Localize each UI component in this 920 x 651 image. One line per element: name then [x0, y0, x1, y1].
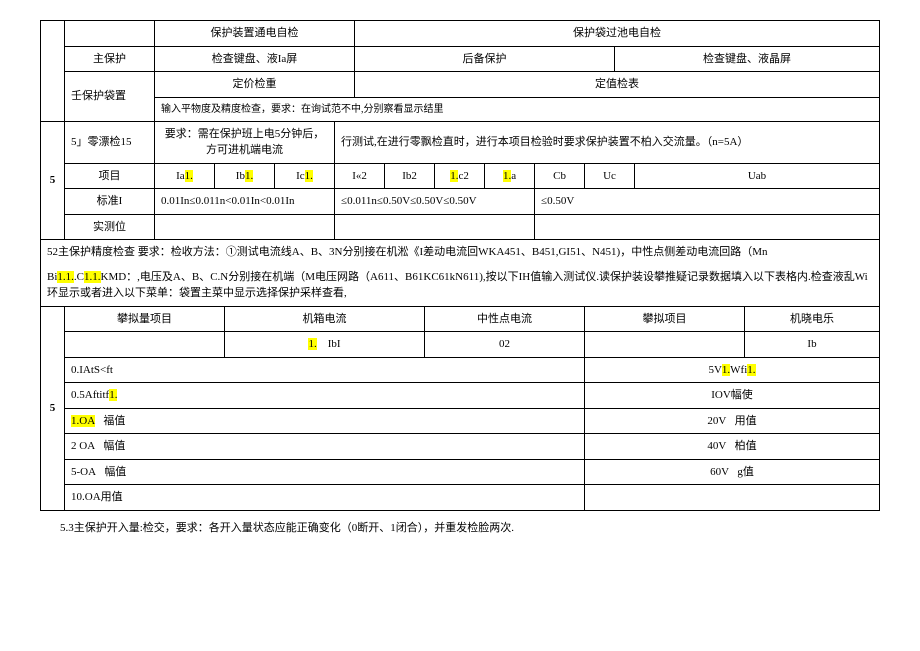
cell: 主保护: [65, 46, 155, 72]
table-row: 5 攀拟量项目 机箱电流 中性点电流 攀拟项目 机晓电乐: [41, 306, 880, 332]
cell: 40V 柏值: [585, 434, 880, 460]
cell: 行测试,在进行零飘检直时，进行本项目检验时要求保护装置不柏入交流量。（n=5A）: [335, 121, 880, 163]
table-row: 52主保护精度检查 要求：检收方法：①测试电流线A、B、3N分别接在机淞《I差动…: [41, 240, 880, 265]
cell: 保护袋过池电自检: [355, 21, 880, 47]
footer-text: 5.3主保护开入量:检交，要求：各开入量状态应能正确变化（0断开、1闭合），并重…: [40, 519, 880, 535]
table-row: 0.5Aftitf1. IOV幅使: [41, 383, 880, 409]
table-row: 标准I 0.01In≤0.011n<0.01In<0.01In ≤0.011n≤…: [41, 189, 880, 215]
table-row: 输入平物度及精度检查，要求：在询试范不中,分别察看显示结里: [41, 97, 880, 121]
cell: 60V g值: [585, 459, 880, 485]
cell: 后备保护: [355, 46, 615, 72]
cell: 2 OA 幅值: [65, 434, 585, 460]
cell: 5」零漂检15: [65, 121, 155, 163]
table-1: 保护装置通电自检 保护袋过池电自检 主保护 检查键盘、液Ia屏 后备保护 检查键…: [40, 20, 880, 122]
cell: 机箱电流: [225, 306, 425, 332]
cell: Ia1.: [155, 163, 215, 189]
cell: 5V1.Wfi1.: [585, 357, 880, 383]
cell: 5-OA 幅值: [65, 459, 585, 485]
cell: 检查键盘、液晶屏: [615, 46, 880, 72]
table-row: 2 OA 幅值 40V 柏值: [41, 434, 880, 460]
table-row: 5 5」零漂检15 要求：需在保护班上电5分钟后，方可进机端电流 行测试,在进行…: [41, 121, 880, 163]
table-row: 0.IAtS<ft 5V1.Wfi1.: [41, 357, 880, 383]
cell: Ic1.: [275, 163, 335, 189]
table-2: 5 5」零漂检15 要求：需在保护班上电5分钟后，方可进机端电流 行测试,在进行…: [40, 121, 880, 241]
cell: Ib1.: [215, 163, 275, 189]
table-row: 项目 Ia1. Ib1. Ic1. I«2 Ib2 1.c2 1.a Cb Uc…: [41, 163, 880, 189]
cell: 项目: [65, 163, 155, 189]
cell: 攀拟量项目: [65, 306, 225, 332]
note-line: 52主保护精度检查 要求：检收方法：①测试电流线A、B、3N分别接在机淞《I差动…: [47, 246, 768, 258]
cell: Uab: [635, 163, 880, 189]
table-row: Bi1.1..C1.1.KMD：,电压及A、B、C.N分别接在机端（M电压网路（…: [41, 265, 880, 307]
cell: Uc: [585, 163, 635, 189]
cell: 0.01In≤0.011n<0.01In<0.01In: [155, 189, 335, 215]
cell: 输入平物度及精度检查，要求：在询试范不中,分别察看显示结里: [155, 97, 880, 121]
cell: 中性点电流: [425, 306, 585, 332]
table-row: 1.OA 福值 20V 用值: [41, 408, 880, 434]
cell: 02: [425, 332, 585, 358]
cell: 1.c2: [435, 163, 485, 189]
cell: ≤0.011n≤0.50V≤0.50V≤0.50V: [335, 189, 535, 215]
note-block: 52主保护精度检查 要求：检收方法：①测试电流线A、B、3N分别接在机淞《I差动…: [40, 239, 880, 307]
cell: Ib2: [385, 163, 435, 189]
table-row: 10.OA用值: [41, 485, 880, 511]
cell: 壬保护袋置: [65, 72, 155, 122]
cell: 保护装置通电自检: [155, 21, 355, 47]
cell: 定值检表: [355, 72, 880, 98]
cell: 实测位: [65, 214, 155, 240]
table-row: 实测位: [41, 214, 880, 240]
cell: 20V 用值: [585, 408, 880, 434]
cell: 0.IAtS<ft: [65, 357, 585, 383]
table-3: 5 攀拟量项目 机箱电流 中性点电流 攀拟项目 机晓电乐 1. IbI 02 I…: [40, 306, 880, 511]
cell: 标准I: [65, 189, 155, 215]
table-row: 5-OA 幅值 60V g值: [41, 459, 880, 485]
table-row: 保护装置通电自检 保护袋过池电自检: [41, 21, 880, 47]
row-number: 5: [41, 306, 65, 510]
table-row: 壬保护袋置 定价检重 定值检表: [41, 72, 880, 98]
cell: 攀拟项目: [585, 306, 745, 332]
cell: 10.OA用值: [65, 485, 585, 511]
cell: 0.5Aftitf1.: [65, 383, 585, 409]
cell: Ib: [745, 332, 880, 358]
cell: Cb: [535, 163, 585, 189]
cell: 检查键盘、液Ia屏: [155, 46, 355, 72]
cell: 1.OA 福值: [65, 408, 585, 434]
row-number: 5: [41, 121, 65, 240]
table-row: 1. IbI 02 Ib: [41, 332, 880, 358]
table-row: 主保护 检查键盘、液Ia屏 后备保护 检查键盘、液晶屏: [41, 46, 880, 72]
cell: I«2: [335, 163, 385, 189]
cell: 1.a: [485, 163, 535, 189]
cell: 1. IbI: [225, 332, 425, 358]
cell: 要求：需在保护班上电5分钟后，方可进机端电流: [155, 121, 335, 163]
cell: ≤0.50V: [535, 189, 880, 215]
note-line: Bi1.1..C1.1.KMD: [47, 271, 126, 283]
cell: IOV幅使: [585, 383, 880, 409]
cell: 定价检重: [155, 72, 355, 98]
note-line: ：,电压及A、B、C.N分别接在机端（M电压网路（A611、B61KC61kN6…: [47, 271, 868, 300]
cell: 机晓电乐: [745, 306, 880, 332]
